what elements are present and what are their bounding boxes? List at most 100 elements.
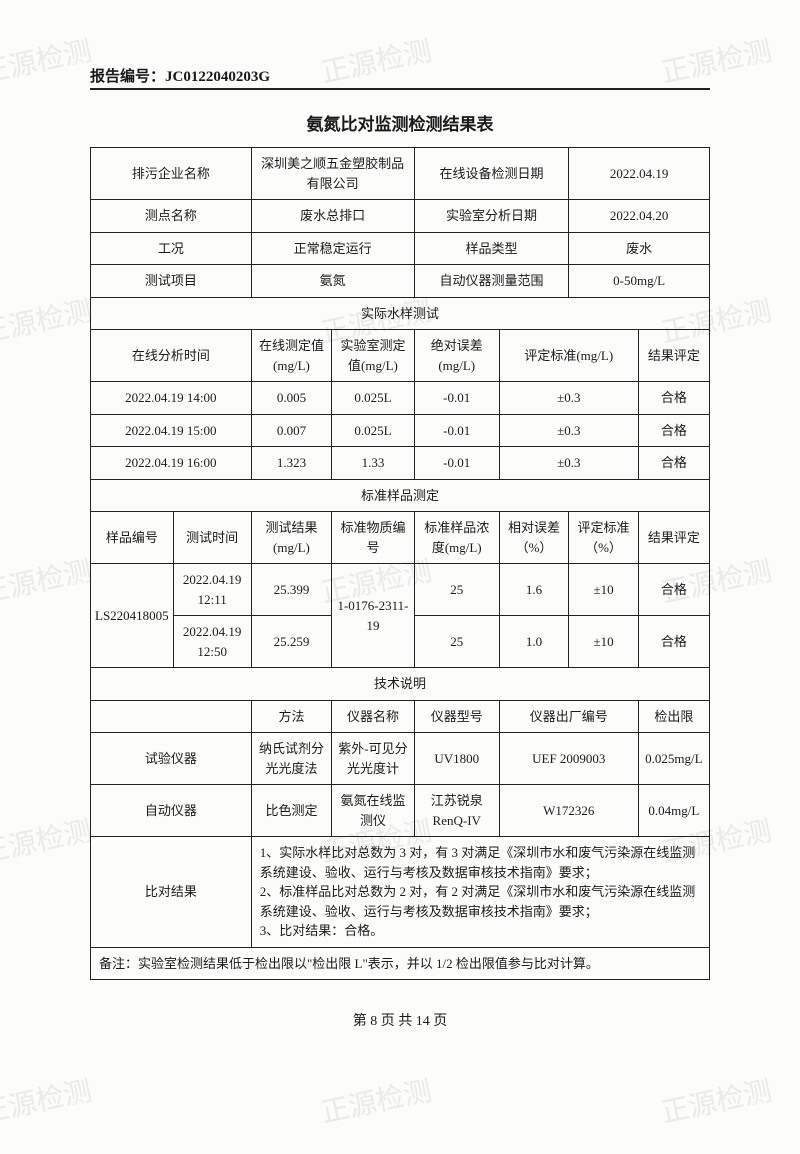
- watermark: 正源检测: [317, 1069, 435, 1131]
- cell: 合格: [638, 414, 709, 447]
- cell: 25.259: [251, 616, 332, 668]
- cell: 0.04mg/L: [638, 785, 709, 837]
- cell: 25.399: [251, 564, 332, 616]
- cell: ±10: [569, 616, 639, 668]
- info-value: 2022.04.19: [569, 148, 710, 200]
- report-number: 报告编号：JC0122040203G: [90, 65, 710, 90]
- cell: 1.33: [332, 447, 414, 480]
- info-label: 排污企业名称: [91, 148, 252, 200]
- info-label: 工况: [91, 232, 252, 265]
- cell: 1.323: [251, 447, 332, 480]
- cell: ±0.3: [499, 414, 638, 447]
- table-row: 2022.04.19 14:00 0.005 0.025L -0.01 ±0.3…: [91, 382, 710, 415]
- info-row: 工况 正常稳定运行 样品类型 废水: [91, 232, 710, 265]
- cell: 2022.04.19 16:00: [91, 447, 252, 480]
- col-header: 测试时间: [173, 512, 251, 564]
- info-row: 测点名称 废水总排口 实验室分析日期 2022.04.20: [91, 200, 710, 233]
- col-header: 仪器名称: [332, 700, 414, 733]
- cell: 自动仪器: [91, 785, 252, 837]
- info-row: 测试项目 氨氮 自动仪器测量范围 0-50mg/L: [91, 265, 710, 298]
- col-header: 样品编号: [91, 512, 174, 564]
- col-header: 在线测定值(mg/L): [251, 330, 332, 382]
- info-label: 测试项目: [91, 265, 252, 298]
- info-value: 废水: [569, 232, 710, 265]
- col-header: 测试结果(mg/L): [251, 512, 332, 564]
- cell: 纳氏试剂分光光度法: [251, 733, 332, 785]
- cell: 合格: [638, 447, 709, 480]
- col-header: 评定标准(mg/L): [499, 330, 638, 382]
- page-title: 氨氮比对监测检测结果表: [90, 110, 710, 135]
- col-header: 标准样品浓度(mg/L): [414, 512, 499, 564]
- table-row: 自动仪器 比色测定 氨氮在线监测仪 江苏锐泉RenQ-IV W172326 0.…: [91, 785, 710, 837]
- remark-row: 备注：实验室检测结果低于检出限以"检出限 L"表示，并以 1/2 检出限值参与比…: [91, 947, 710, 980]
- cell: ±10: [569, 564, 639, 616]
- cell: UV1800: [414, 733, 499, 785]
- col-header: 检出限: [638, 700, 709, 733]
- main-table: 排污企业名称 深圳美之顺五金塑胶制品有限公司 在线设备检测日期 2022.04.…: [90, 147, 710, 980]
- info-label: 自动仪器测量范围: [414, 265, 569, 298]
- cell: -0.01: [414, 414, 499, 447]
- info-value: 2022.04.20: [569, 200, 710, 233]
- info-label: 样品类型: [414, 232, 569, 265]
- remark-text: 备注：实验室检测结果低于检出限以"检出限 L"表示，并以 1/2 检出限值参与比…: [91, 947, 710, 980]
- col-header-blank: [91, 700, 252, 733]
- cell: 合格: [638, 616, 709, 668]
- col-header: 实验室测定值(mg/L): [332, 330, 414, 382]
- report-label: 报告编号：: [90, 69, 165, 85]
- table2-header: 样品编号 测试时间 测试结果(mg/L) 标准物质编号 标准样品浓度(mg/L)…: [91, 512, 710, 564]
- cell: 比色测定: [251, 785, 332, 837]
- info-row: 排污企业名称 深圳美之顺五金塑胶制品有限公司 在线设备检测日期 2022.04.…: [91, 148, 710, 200]
- cell: 25: [414, 616, 499, 668]
- cell-sample-id: LS220418005: [91, 564, 174, 668]
- compare-row: 比对结果 1、实际水样比对总数为 3 对，有 3 对满足《深圳市水和废气污染源在…: [91, 837, 710, 948]
- cell: 25: [414, 564, 499, 616]
- cell: 0.025L: [332, 382, 414, 415]
- cell: 2022.04.19 12:11: [173, 564, 251, 616]
- cell: UEF 2009003: [499, 733, 638, 785]
- cell-refcode: 1-0176-2311-19: [332, 564, 414, 668]
- cell: 氨氮在线监测仪: [332, 785, 414, 837]
- section-title: 技术说明: [91, 668, 710, 701]
- watermark: 正源检测: [657, 1069, 775, 1131]
- cell: 0.007: [251, 414, 332, 447]
- col-header: 结果评定: [638, 512, 709, 564]
- cell: 1.0: [499, 616, 569, 668]
- cell: ±0.3: [499, 382, 638, 415]
- cell: 2022.04.19 12:50: [173, 616, 251, 668]
- info-value: 废水总排口: [251, 200, 414, 233]
- table3-header: 方法 仪器名称 仪器型号 仪器出厂编号 检出限: [91, 700, 710, 733]
- section-title: 标准样品测定: [91, 479, 710, 512]
- info-value: 深圳美之顺五金塑胶制品有限公司: [251, 148, 414, 200]
- compare-text: 1、实际水样比对总数为 3 对，有 3 对满足《深圳市水和废气污染源在线监测系统…: [251, 837, 709, 948]
- section-title: 实际水样测试: [91, 297, 710, 330]
- cell: 1.6: [499, 564, 569, 616]
- col-header: 方法: [251, 700, 332, 733]
- cell: ±0.3: [499, 447, 638, 480]
- page-footer: 第 8 页 共 14 页: [90, 1010, 710, 1030]
- col-header: 结果评定: [638, 330, 709, 382]
- cell: 试验仪器: [91, 733, 252, 785]
- col-header: 评定标准（%）: [569, 512, 639, 564]
- cell: 2022.04.19 15:00: [91, 414, 252, 447]
- info-label: 实验室分析日期: [414, 200, 569, 233]
- compare-label: 比对结果: [91, 837, 252, 948]
- cell: 江苏锐泉RenQ-IV: [414, 785, 499, 837]
- report-no-value: JC0122040203G: [165, 69, 270, 85]
- cell: 紫外-可见分光光度计: [332, 733, 414, 785]
- table-row: 2022.04.19 16:00 1.323 1.33 -0.01 ±0.3 合…: [91, 447, 710, 480]
- info-label: 在线设备检测日期: [414, 148, 569, 200]
- col-header: 标准物质编号: [332, 512, 414, 564]
- cell: 0.025L: [332, 414, 414, 447]
- info-value: 氨氮: [251, 265, 414, 298]
- cell: W172326: [499, 785, 638, 837]
- watermark: 正源检测: [0, 1069, 95, 1131]
- col-header: 在线分析时间: [91, 330, 252, 382]
- info-label: 测点名称: [91, 200, 252, 233]
- cell: 合格: [638, 382, 709, 415]
- cell: 2022.04.19 14:00: [91, 382, 252, 415]
- col-header: 仪器出厂编号: [499, 700, 638, 733]
- cell: -0.01: [414, 447, 499, 480]
- cell: 合格: [638, 564, 709, 616]
- info-value: 0-50mg/L: [569, 265, 710, 298]
- col-header: 绝对误差(mg/L): [414, 330, 499, 382]
